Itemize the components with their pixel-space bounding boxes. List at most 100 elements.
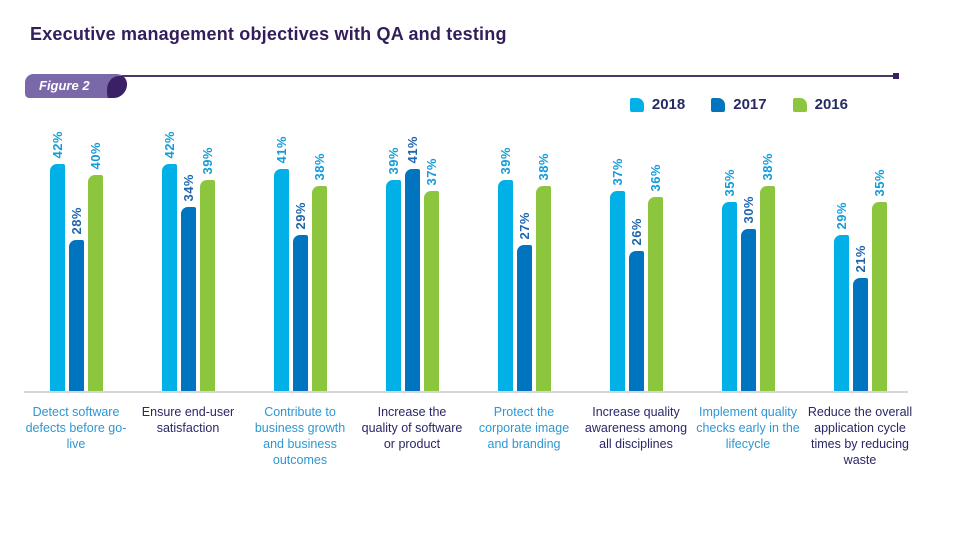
legend-swatch-2016	[792, 97, 807, 112]
legend-item-2017: 2017	[711, 96, 767, 113]
bar-value-label: 37%	[609, 158, 625, 186]
bar-2017	[740, 229, 756, 392]
category-label: Ensure end-user satisfaction	[141, 405, 235, 435]
bar-2016	[871, 202, 887, 392]
bar-2018	[273, 169, 289, 392]
bar-column-2018: 42%	[49, 131, 65, 392]
legend-label: 2017	[733, 96, 767, 113]
bar-2018	[161, 164, 177, 392]
bar-group: 29% 21% 35%	[804, 112, 916, 392]
bar-column-2018: 37%	[609, 158, 625, 392]
bar-column-2016: 35%	[871, 169, 887, 392]
figure-badge-label: Figure 2	[39, 78, 90, 93]
bar-value-label: 39%	[497, 147, 513, 175]
bar-value-label: 37%	[423, 158, 439, 186]
bar-2018	[497, 180, 513, 392]
bar-2016	[311, 186, 327, 392]
bar-2017	[628, 251, 644, 392]
bar-group: 39% 27% 38%	[468, 112, 580, 392]
bar-2017	[292, 235, 308, 392]
category-label: Implement quality checks early in the li…	[696, 405, 800, 451]
bar-2017	[404, 169, 420, 392]
bar-value-label: 29%	[833, 202, 849, 230]
legend-swatch-2017	[711, 97, 726, 112]
bar-column-2018: 35%	[721, 169, 737, 392]
bar-value-label: 29%	[292, 202, 308, 230]
bar-column-2016: 40%	[87, 142, 103, 392]
bar-2016	[647, 197, 663, 392]
bar-value-label: 39%	[385, 147, 401, 175]
bar-2016	[759, 186, 775, 392]
bar-2018	[609, 191, 625, 392]
bar-column-2016: 38%	[759, 153, 775, 392]
bar-column-2016: 38%	[311, 153, 327, 392]
bar-value-label: 42%	[161, 131, 177, 159]
bar-2018	[385, 180, 401, 392]
bar-column-2017: 30%	[740, 196, 756, 392]
bar-2017	[68, 240, 84, 392]
bar-column-2016: 37%	[423, 158, 439, 392]
bar-2016	[535, 186, 551, 392]
bar-column-2016: 38%	[535, 153, 551, 392]
bar-group: 39% 41% 37%	[356, 112, 468, 392]
bar-2016	[87, 175, 103, 392]
bar-column-2017: 26%	[628, 218, 644, 392]
bar-value-label: 30%	[740, 196, 756, 224]
bar-column-2017: 21%	[852, 245, 868, 392]
category-label: Reduce the overall application cycle tim…	[807, 405, 913, 467]
bar-value-label: 42%	[49, 131, 65, 159]
bar-column-2018: 39%	[497, 147, 513, 392]
chart-baseline	[24, 391, 908, 393]
bar-2017	[852, 278, 868, 392]
bar-value-label: 39%	[199, 147, 215, 175]
category-label: Protect the corporate image and branding	[478, 405, 570, 451]
bar-column-2018: 39%	[385, 147, 401, 392]
legend-item-2018: 2018	[629, 96, 686, 113]
figure-badge: Figure 2	[25, 74, 127, 98]
legend-item-2016: 2016	[792, 96, 848, 113]
legend-label: 2018	[651, 96, 686, 113]
bar-value-label: 35%	[871, 169, 887, 197]
category-label: Contribute to business growth and busine…	[254, 405, 346, 467]
bar-value-label: 38%	[535, 153, 551, 181]
bar-group: 41% 29% 38%	[244, 112, 356, 392]
bar-column-2016: 39%	[199, 147, 215, 392]
bar-column-2017: 34%	[180, 174, 196, 392]
bar-2016	[199, 180, 215, 392]
bar-value-label: 38%	[311, 153, 327, 181]
chart-legend: 2018 2017 2016	[629, 96, 848, 113]
category-label: Detect software defects before go-live	[25, 405, 127, 451]
bar-2017	[180, 207, 196, 392]
figure-rule-line	[70, 73, 899, 79]
bar-2018	[49, 164, 65, 392]
category-label: Increase quality awareness among all dis…	[584, 405, 688, 451]
bar-value-label: 38%	[759, 153, 775, 181]
bar-value-label: 27%	[516, 212, 532, 240]
bar-2018	[833, 235, 849, 392]
bar-value-label: 28%	[68, 207, 84, 235]
bar-group: 35% 30% 38%	[692, 112, 804, 392]
legend-label: 2016	[814, 96, 848, 113]
bar-value-label: 40%	[87, 142, 103, 170]
chart-title: Executive management objectives with QA …	[30, 24, 507, 44]
bar-column-2017: 41%	[404, 136, 420, 392]
category-label: Increase the quality of software or prod…	[361, 405, 463, 451]
bar-value-label: 41%	[404, 136, 420, 164]
legend-swatch-2018	[629, 97, 644, 112]
bar-column-2017: 27%	[516, 212, 532, 392]
bar-group: 37% 26% 36%	[580, 112, 692, 392]
bar-column-2016: 36%	[647, 164, 663, 392]
bar-column-2017: 28%	[68, 207, 84, 392]
bar-2016	[423, 191, 439, 392]
bar-value-label: 36%	[647, 164, 663, 192]
bar-column-2018: 41%	[273, 136, 289, 392]
bar-value-label: 35%	[721, 169, 737, 197]
bar-value-label: 21%	[852, 245, 868, 273]
bar-value-label: 26%	[628, 218, 644, 246]
category-labels-row: Detect software defects before go-live En…	[20, 404, 916, 468]
bar-column-2017: 29%	[292, 202, 308, 392]
bar-group: 42% 28% 40%	[20, 112, 132, 392]
bar-column-2018: 42%	[161, 131, 177, 392]
bar-group: 42% 34% 39%	[132, 112, 244, 392]
